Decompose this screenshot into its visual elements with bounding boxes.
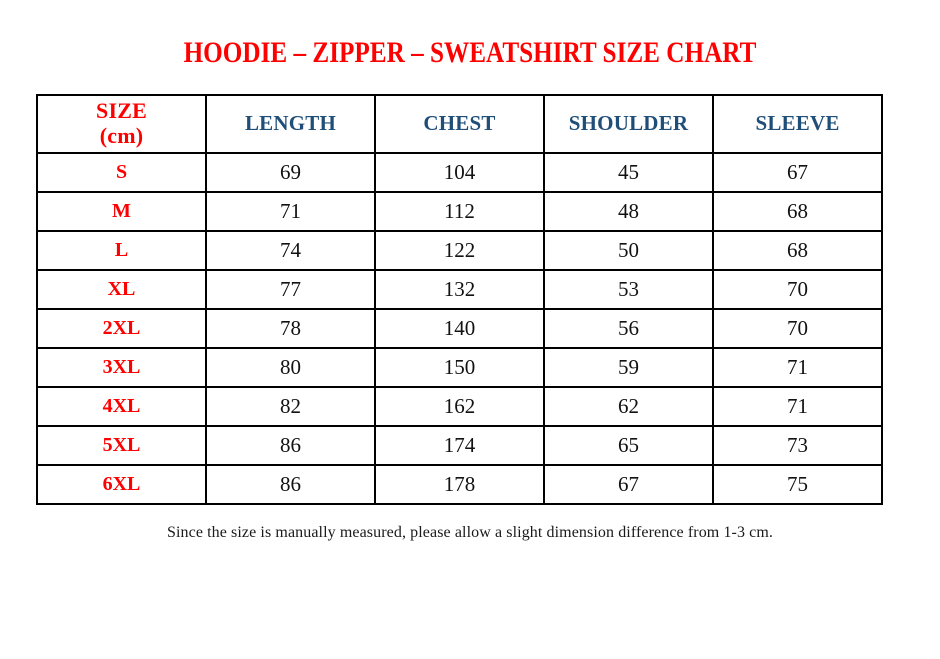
size-label: 5XL [36,424,207,466]
length-value: 86 [205,424,376,466]
table-row-3xl: 3XL 80 150 59 71 [36,346,883,388]
sleeve-value: 70 [712,268,883,310]
sleeve-value: 70 [712,307,883,349]
col-header-size: SIZE (cm) [36,93,207,154]
length-value: 74 [205,229,376,271]
length-value: 82 [205,385,376,427]
length-value: 69 [205,151,376,193]
shoulder-value: 67 [543,463,714,505]
length-value: 80 [205,346,376,388]
table-row-l: L 74 122 50 68 [36,229,883,271]
table-row-6xl: 6XL 86 178 67 75 [36,463,883,505]
length-value: 86 [205,463,376,505]
header-row: SIZE (cm) LENGTH CHEST SHOULDER SLEEVE [36,93,883,154]
size-label: 2XL [36,307,207,349]
size-chart-table: SIZE (cm) LENGTH CHEST SHOULDER SLEEVE S… [36,93,883,505]
size-label: XL [36,268,207,310]
sleeve-value: 75 [712,463,883,505]
measurement-disclaimer: Since the size is manually measured, ple… [166,523,774,541]
size-label: 4XL [36,385,207,427]
table-row-xl: XL 77 132 53 70 [36,268,883,310]
chest-value: 150 [374,346,545,388]
chest-value: 174 [374,424,545,466]
shoulder-value: 45 [543,151,714,193]
page-title: HOODIE – ZIPPER – SWEATSHIRT SIZE CHART [183,36,757,69]
col-header-shoulder: SHOULDER [543,93,714,154]
size-header-line1: SIZE [96,97,147,123]
size-label: S [36,151,207,193]
table-body: S 69 104 45 67 M 71 112 48 68 L 74 122 5… [36,151,883,505]
shoulder-value: 65 [543,424,714,466]
chest-value: 122 [374,229,545,271]
stray-dot-mark: . [476,36,480,51]
table-row-4xl: 4XL 82 162 62 71 [36,385,883,427]
table-row-2xl: 2XL 78 140 56 70 [36,307,883,349]
shoulder-value: 53 [543,268,714,310]
col-header-sleeve: SLEEVE [712,93,883,154]
size-label: 3XL [36,346,207,388]
chest-value: 140 [374,307,545,349]
shoulder-value: 56 [543,307,714,349]
sleeve-value: 73 [712,424,883,466]
table-header: SIZE (cm) LENGTH CHEST SHOULDER SLEEVE [36,93,883,154]
sleeve-value: 71 [712,385,883,427]
sleeve-value: 68 [712,229,883,271]
size-header-line2: (cm) [99,122,144,148]
length-value: 77 [205,268,376,310]
sleeve-value: 68 [712,190,883,232]
col-header-length: LENGTH [205,93,376,154]
table-row-5xl: 5XL 86 174 65 73 [36,424,883,466]
table-row-s: S 69 104 45 67 [36,151,883,193]
shoulder-value: 62 [543,385,714,427]
chest-value: 112 [374,190,545,232]
shoulder-value: 48 [543,190,714,232]
sleeve-value: 71 [712,346,883,388]
table-row-m: M 71 112 48 68 [36,190,883,232]
chest-value: 104 [374,151,545,193]
shoulder-value: 50 [543,229,714,271]
size-label: M [36,190,207,232]
chest-value: 132 [374,268,545,310]
length-value: 78 [205,307,376,349]
chest-value: 162 [374,385,545,427]
length-value: 71 [205,190,376,232]
sleeve-value: 67 [712,151,883,193]
shoulder-value: 59 [543,346,714,388]
size-chart-page: { "page": { "top_mark": ".", "title": "H… [0,36,940,659]
col-header-chest: CHEST [374,93,545,154]
size-label: 6XL [36,463,207,505]
size-label: L [36,229,207,271]
chest-value: 178 [374,463,545,505]
